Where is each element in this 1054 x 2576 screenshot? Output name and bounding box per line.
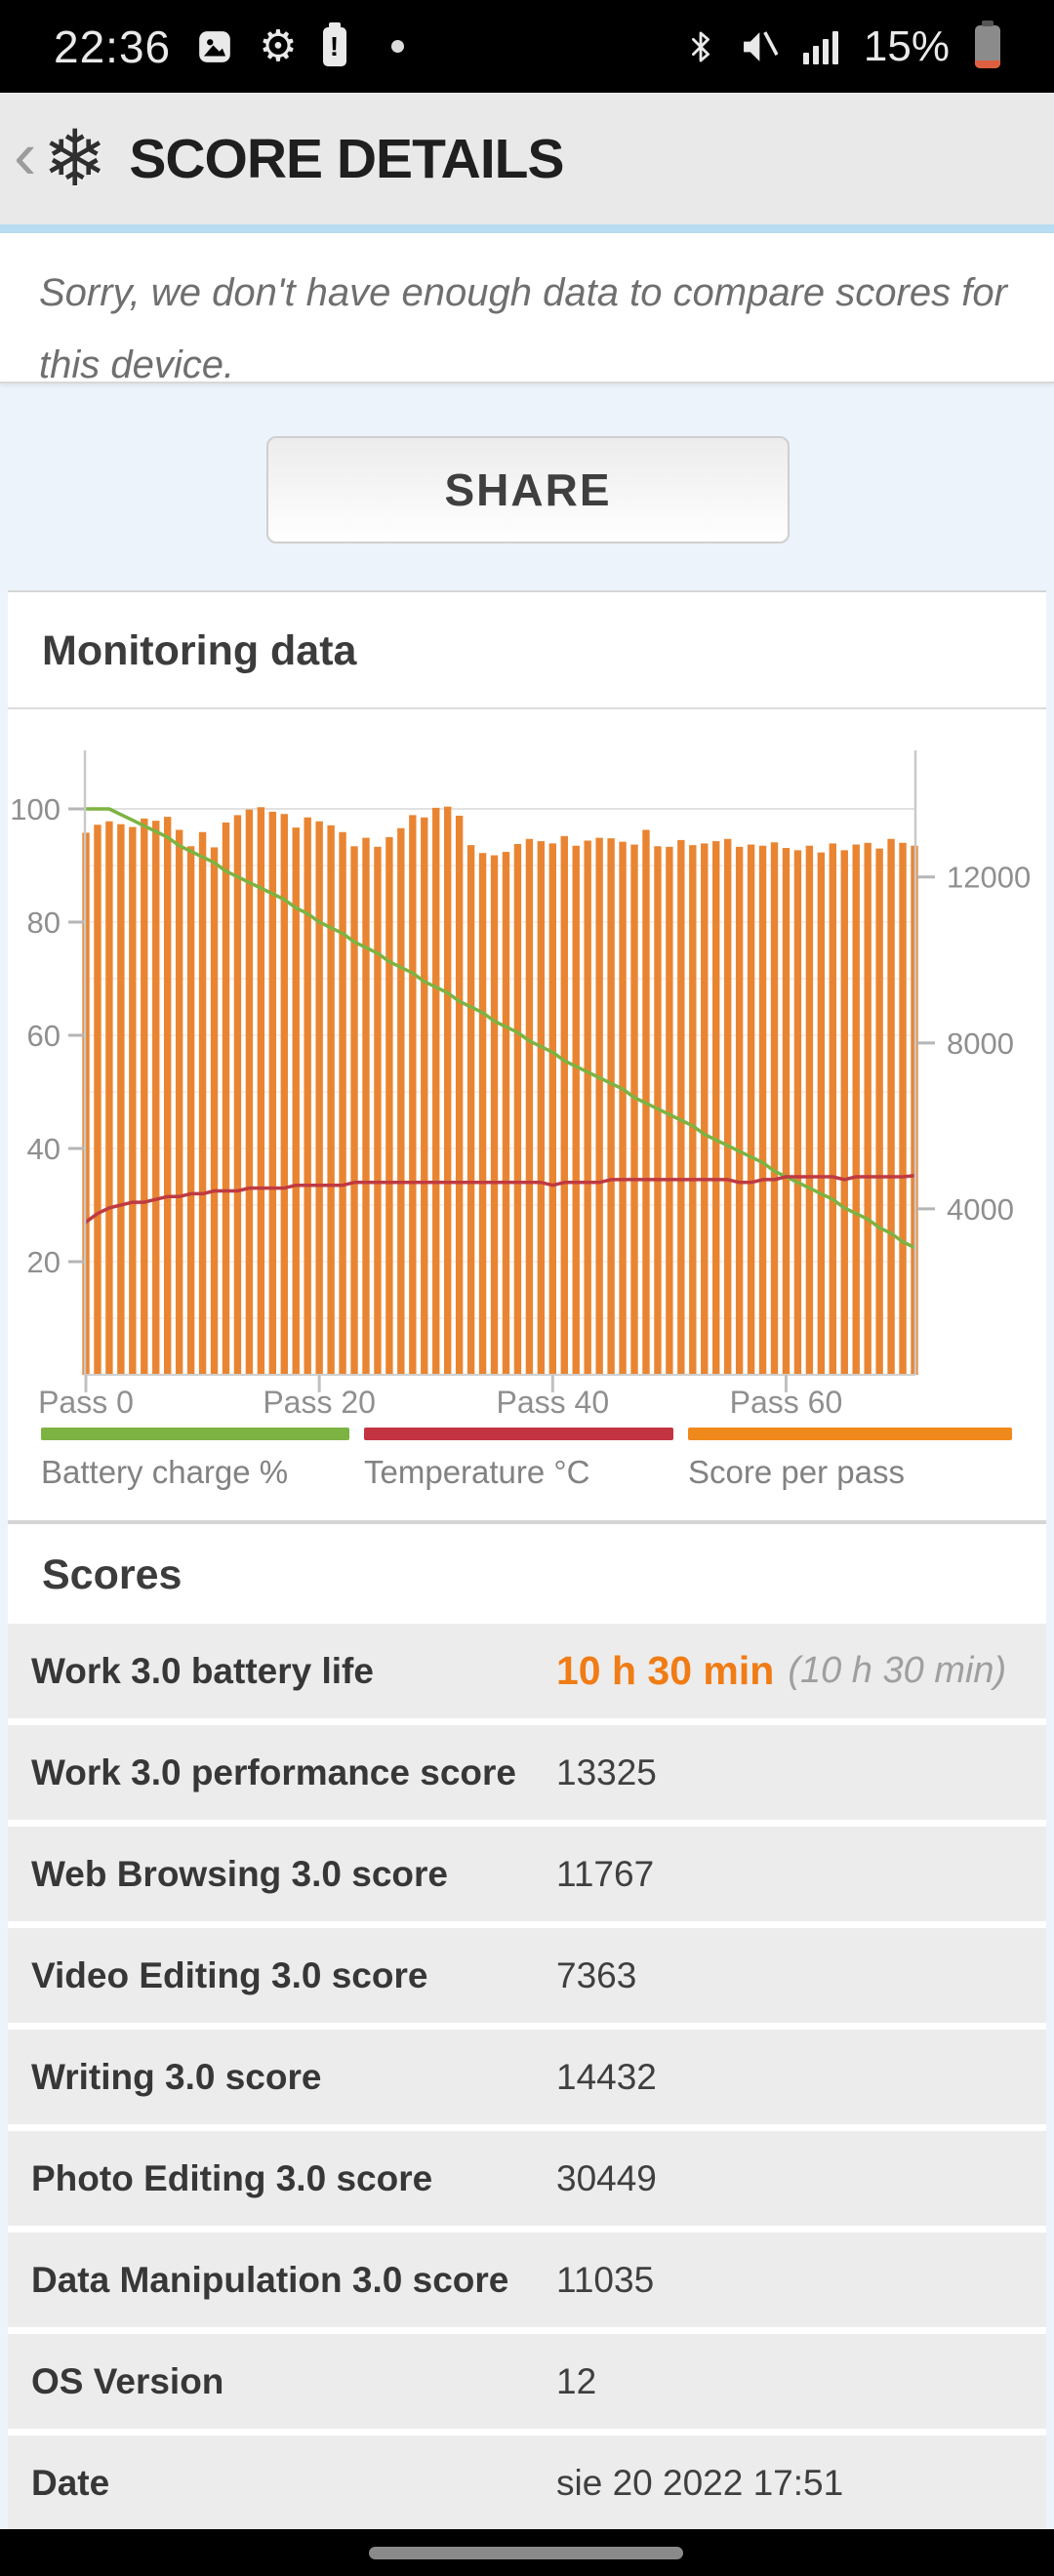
row-value: 12 [556, 2360, 597, 2401]
back-button[interactable]: ‹ [14, 116, 37, 193]
row-value: 7363 [556, 1954, 637, 1995]
svg-text:Pass 40: Pass 40 [496, 1385, 609, 1420]
monitoring-title: Monitoring data [42, 627, 357, 674]
svg-text:12000: 12000 [947, 861, 1031, 895]
row-label: Writing 3.0 score [31, 2056, 322, 2097]
table-row: OS Version 12 [8, 2334, 1046, 2429]
svg-text:100: 100 [10, 792, 61, 826]
row-value: 11767 [556, 1853, 655, 1894]
row-label: OS Version [31, 2360, 224, 2401]
row-value: 11035 [556, 2259, 655, 2300]
row-label: Photo Editing 3.0 score [31, 2157, 433, 2198]
row-value: 30449 [556, 2157, 657, 2198]
monitoring-section: Monitoring data 20 40 60 80 100 4000 8000 12000… [8, 590, 1046, 1522]
battery-level-icon [975, 20, 1000, 68]
page-title: SCORE DETAILS [129, 127, 564, 190]
legend-swatch-battery [41, 1428, 349, 1440]
notification-dot-icon [390, 40, 404, 53]
table-row: Web Browsing 3.0 score 11767 [8, 1827, 1046, 1921]
svg-text:40: 40 [27, 1132, 61, 1166]
table-row: Date sie 20 2022 17:51 [8, 2435, 1046, 2530]
svg-text:4000: 4000 [947, 1192, 1014, 1227]
pcmark-snowflake-icon: ❄ [42, 112, 108, 204]
legend-label-battery: Battery charge % [41, 1454, 289, 1490]
row-value: 13325 [556, 1751, 657, 1792]
svg-text:Pass 60: Pass 60 [730, 1385, 843, 1420]
header-accent-divider [0, 224, 1054, 233]
divider [8, 707, 1046, 709]
gesture-handle[interactable] [369, 2547, 683, 2559]
row-value: sie 20 2022 17:51 [556, 2462, 844, 2503]
row-note: (10 h 30 min) [788, 1650, 1007, 1691]
legend-item-score: Score per pass [688, 1428, 1012, 1491]
monitoring-chart: 20 40 60 80 100 4000 8000 12000 Pass 0 Pass 20 Pas… [10, 750, 1031, 1420]
chart-legend: Battery charge % Temperature °C Score pe… [8, 1428, 1046, 1515]
app-header: ‹ ❄ SCORE DETAILS [0, 93, 1054, 224]
table-row: Work 3.0 battery life 10 h 30 min (10 h … [8, 1624, 1046, 1718]
image-notification-icon [199, 30, 230, 62]
battery-percent-text: 15% [863, 21, 950, 70]
svg-text:80: 80 [27, 906, 61, 940]
svg-text:8000: 8000 [947, 1026, 1014, 1061]
svg-text:60: 60 [27, 1019, 61, 1053]
scores-title: Scores [42, 1551, 182, 1598]
row-value: 10 h 30 min [556, 1648, 775, 1693]
scores-section: Scores Work 3.0 battery life 10 h 30 min… [8, 1522, 1046, 2531]
row-label: Work 3.0 performance score [31, 1751, 516, 1792]
clock: 22:36 [54, 20, 172, 72]
scores-table: Work 3.0 battery life 10 h 30 min (10 h … [8, 1624, 1046, 2537]
signal-strength-icon [802, 29, 838, 64]
sound-muted-icon [743, 30, 778, 61]
row-value: 14432 [556, 2056, 657, 2097]
table-row: Data Manipulation 3.0 score 11035 [8, 2233, 1046, 2327]
legend-swatch-score [688, 1428, 1012, 1440]
bluetooth-icon [691, 31, 709, 61]
status-bar: 22:36 ⚙ ! 15% [0, 0, 1054, 93]
table-row: Photo Editing 3.0 score 30449 [8, 2131, 1046, 2226]
compare-notice-card: Sorry, we don't have enough data to comp… [0, 233, 1054, 386]
table-row: Video Editing 3.0 score 7363 [8, 1928, 1046, 2023]
svg-text:Pass 20: Pass 20 [263, 1385, 376, 1420]
legend-swatch-temperature [364, 1428, 673, 1440]
legend-item-temperature: Temperature °C [364, 1428, 673, 1491]
row-label: Web Browsing 3.0 score [31, 1853, 448, 1894]
battery-alert-notification-icon: ! [322, 21, 346, 66]
legend-label-temperature: Temperature °C [364, 1454, 590, 1490]
legend-label-score: Score per pass [688, 1454, 905, 1490]
row-label: Work 3.0 battery life [31, 1650, 374, 1691]
svg-text:20: 20 [27, 1245, 61, 1279]
gear-notification-icon: ⚙ [259, 21, 298, 71]
compare-notice-text: Sorry, we don't have enough data to comp… [39, 271, 1007, 386]
gesture-nav-bar [0, 2529, 1054, 2576]
row-label: Date [31, 2462, 110, 2503]
share-button[interactable]: SHARE [266, 436, 790, 543]
row-label: Data Manipulation 3.0 score [31, 2259, 509, 2300]
table-row: Work 3.0 performance score 13325 [8, 1725, 1046, 1820]
table-row: Writing 3.0 score 14432 [8, 2030, 1046, 2124]
svg-text:Pass 0: Pass 0 [38, 1385, 134, 1420]
row-label: Video Editing 3.0 score [31, 1954, 428, 1995]
legend-item-battery: Battery charge % [41, 1428, 349, 1491]
